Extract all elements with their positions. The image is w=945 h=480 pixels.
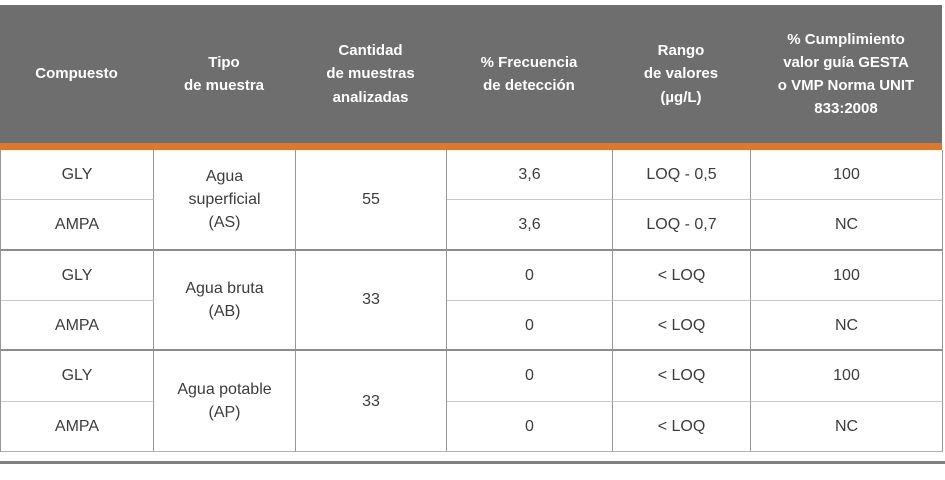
cell-tipo-muestra: Agua potable (AP) xyxy=(154,351,296,452)
cell-rango: LOQ - 0,7 xyxy=(613,200,751,251)
cell-tipo-muestra: Agua superficial (AS) xyxy=(154,150,296,251)
table-body: GLY Agua superficial (AS) 55 3,6 LOQ - 0… xyxy=(0,150,943,452)
cell-frecuencia: 0 xyxy=(447,300,613,352)
header-cantidad-muestras: Cantidad de muestras analizadas xyxy=(326,42,415,106)
cell-tipo-muestra: Agua bruta (AB) xyxy=(154,250,296,352)
cell-cumplimiento: NC xyxy=(751,200,943,251)
cell-cantidad: 55 xyxy=(296,150,447,251)
cell-compuesto: AMPA xyxy=(1,200,154,251)
cell-cumplimiento: 100 xyxy=(751,250,943,301)
cell-frecuencia: 0 xyxy=(447,250,613,301)
cell-frecuencia: 0 xyxy=(447,401,613,452)
header-cumplimiento: % Cumplimiento valor guía GESTA o VMP No… xyxy=(777,30,915,118)
header-frecuencia-deteccion: % Frecuencia de detección xyxy=(480,53,578,94)
cell-compuesto: GLY xyxy=(1,150,154,201)
table-header-row: Compuesto Tipo de muestra Cantidad de mu… xyxy=(0,5,942,143)
cell-rango: < LOQ xyxy=(613,300,751,352)
cell-cumplimiento: NC xyxy=(751,401,943,452)
header-accent-rule xyxy=(0,143,942,150)
cell-cantidad: 33 xyxy=(296,351,447,452)
cell-cumplimiento: 100 xyxy=(751,150,943,201)
cell-cantidad: 33 xyxy=(296,250,447,352)
header-compuesto: Compuesto xyxy=(35,65,118,83)
cell-cumplimiento: 100 xyxy=(751,351,943,402)
cell-rango: < LOQ xyxy=(613,250,751,301)
header-tipo-de-muestra: Tipo de muestra xyxy=(183,53,265,94)
cell-compuesto: AMPA xyxy=(1,300,154,352)
cell-rango: LOQ - 0,5 xyxy=(613,150,751,201)
cell-rango: < LOQ xyxy=(613,401,751,452)
cell-frecuencia: 0 xyxy=(447,351,613,402)
cell-frecuencia: 3,6 xyxy=(447,200,613,251)
table-bottom-rule xyxy=(0,461,945,464)
cell-frecuencia: 3,6 xyxy=(447,150,613,201)
results-table: Compuesto Tipo de muestra Cantidad de mu… xyxy=(0,5,943,452)
cell-compuesto: GLY xyxy=(1,250,154,301)
cell-cumplimiento: NC xyxy=(751,300,943,352)
cell-compuesto: AMPA xyxy=(1,401,154,452)
cell-compuesto: GLY xyxy=(1,351,154,402)
cell-rango: < LOQ xyxy=(613,351,751,402)
header-rango-valores: Rango de valores (µg/L) xyxy=(643,42,719,106)
